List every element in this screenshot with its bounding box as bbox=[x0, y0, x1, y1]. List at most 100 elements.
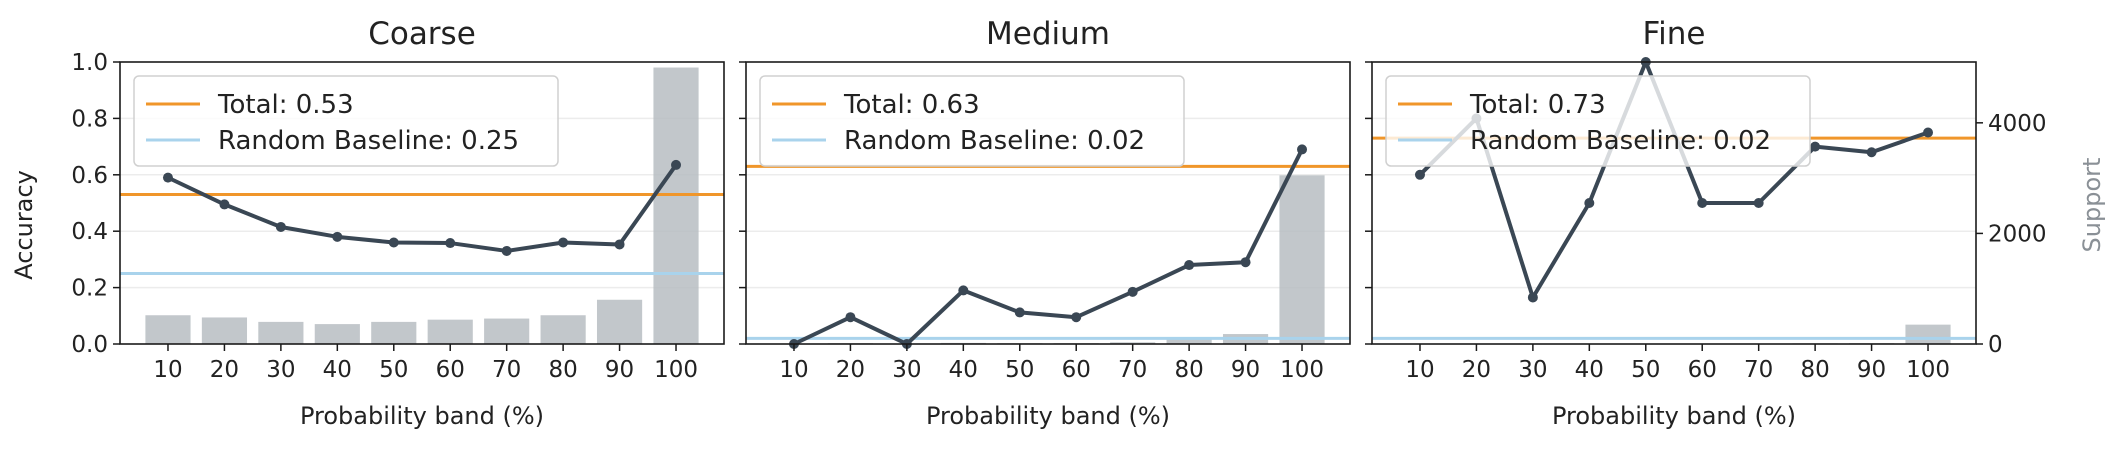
legend-box bbox=[759, 75, 1185, 167]
y-tick-label: 1.0 bbox=[71, 50, 108, 76]
accuracy-point bbox=[1923, 127, 1934, 138]
panel-medium: 10 20 30 40 50 60 70 80 90 100 Medium Probability b… bbox=[739, 16, 1351, 430]
x-tick-label: 20 bbox=[1462, 357, 1491, 383]
x-tick-label: 10 bbox=[153, 357, 182, 383]
accuracy-point bbox=[1014, 307, 1025, 318]
support-bar bbox=[1166, 337, 1212, 344]
x-tick-label: 80 bbox=[548, 357, 577, 383]
panel-title: Fine bbox=[1643, 16, 1706, 52]
x-tick-label: 50 bbox=[1631, 357, 1660, 383]
accuracy-point bbox=[1240, 257, 1251, 268]
x-tick-label: 30 bbox=[892, 357, 921, 383]
accuracy-point bbox=[1866, 147, 1877, 158]
y2-tick-label: 4000 bbox=[1988, 111, 2047, 137]
axes-frame bbox=[745, 61, 1351, 345]
y-tick-label: 0.6 bbox=[71, 163, 108, 189]
x-tick-label: 70 bbox=[1744, 357, 1773, 383]
legend-total-label: Total: 0.53 bbox=[217, 90, 354, 120]
x-tick-label: 60 bbox=[1688, 357, 1717, 383]
accuracy-point bbox=[958, 285, 969, 296]
x-axis-label: Probability band (%) bbox=[1552, 402, 1796, 430]
y2-tick-label: 2000 bbox=[1988, 221, 2047, 247]
legend-baseline-label: Random Baseline: 0.02 bbox=[1470, 126, 1771, 156]
x-tick-label: 100 bbox=[654, 357, 698, 383]
accuracy-point bbox=[1414, 169, 1425, 180]
x-tick-label: 40 bbox=[1575, 357, 1604, 383]
legend-box bbox=[1385, 75, 1811, 167]
accuracy-point bbox=[162, 172, 173, 183]
x-tick-label: 30 bbox=[1518, 357, 1547, 383]
x-axis-label: Probability band (%) bbox=[300, 402, 544, 430]
x-tick-label: 50 bbox=[1005, 357, 1034, 383]
accuracy-line bbox=[793, 148, 1304, 346]
x-axis-label: Probability band (%) bbox=[926, 402, 1170, 430]
legend-box bbox=[133, 75, 559, 167]
panel-title: Coarse bbox=[368, 16, 476, 52]
x-tick-label: 90 bbox=[1857, 357, 1886, 383]
x-tick-label: 70 bbox=[1118, 357, 1147, 383]
x-tick-label: 50 bbox=[379, 357, 408, 383]
support-bar bbox=[1905, 324, 1951, 344]
accuracy-point bbox=[501, 245, 512, 256]
x-tick-label: 20 bbox=[210, 357, 239, 383]
support-bar bbox=[1110, 342, 1156, 344]
y2-axis-label: Support bbox=[2078, 158, 2106, 253]
accuracy-point bbox=[1753, 198, 1764, 208]
x-tick-label: 30 bbox=[266, 357, 295, 383]
y-tick-label: 0.2 bbox=[71, 276, 108, 302]
accuracy-point bbox=[1127, 286, 1138, 297]
y2-tick-label: 0 bbox=[1988, 332, 2003, 358]
y-tick-label: 0.0 bbox=[71, 332, 108, 358]
accuracy-point bbox=[1584, 198, 1595, 208]
x-tick-label: 90 bbox=[605, 357, 634, 383]
x-tick-label: 10 bbox=[1405, 357, 1434, 383]
axes-frame bbox=[1371, 61, 1977, 345]
accuracy-point bbox=[445, 238, 456, 249]
support-bar bbox=[484, 318, 530, 344]
panel-title: Medium bbox=[986, 16, 1110, 52]
accuracy-point bbox=[845, 312, 856, 323]
x-tick-label: 100 bbox=[1906, 357, 1950, 383]
accuracy-point bbox=[1697, 198, 1708, 208]
legend-baseline-label: Random Baseline: 0.02 bbox=[844, 126, 1145, 156]
x-tick-label: 80 bbox=[1174, 357, 1203, 383]
support-bar bbox=[427, 319, 473, 344]
accuracy-point bbox=[388, 237, 399, 248]
support-bar bbox=[1279, 175, 1325, 344]
accuracy-point bbox=[1184, 260, 1195, 271]
y-tick-label: 0.4 bbox=[71, 219, 108, 245]
support-bar bbox=[201, 317, 248, 344]
panel-fine: 10 20 30 40 50 60 70 80 90 100 0 2000 4000 Fine Probab… bbox=[1365, 16, 2047, 430]
x-tick-label: 70 bbox=[492, 357, 521, 383]
x-tick-label: 100 bbox=[1280, 357, 1324, 383]
accuracy-point bbox=[1071, 312, 1082, 323]
x-tick-label: 60 bbox=[436, 357, 465, 383]
accuracy-point bbox=[219, 199, 230, 210]
axes-frame bbox=[119, 61, 725, 345]
accuracy-point bbox=[1527, 292, 1538, 303]
x-tick-label: 40 bbox=[949, 357, 978, 383]
x-tick-label: 10 bbox=[779, 357, 808, 383]
legend-total-label: Total: 0.73 bbox=[1469, 90, 1606, 120]
accuracy-point bbox=[1297, 144, 1308, 155]
panel-coarse: 10 20 30 40 50 60 70 80 90 100 0.0 0.2 0.4 0.6 0.8 1.0 C… bbox=[71, 16, 725, 430]
accuracy-point bbox=[1810, 141, 1821, 152]
x-tick-label: 60 bbox=[1062, 357, 1091, 383]
x-tick-label: 80 bbox=[1800, 357, 1829, 383]
accuracy-point bbox=[332, 231, 343, 242]
x-tick-label: 90 bbox=[1231, 357, 1260, 383]
accuracy-line bbox=[167, 163, 678, 253]
legend-total-label: Total: 0.63 bbox=[843, 90, 980, 120]
x-tick-label: 20 bbox=[836, 357, 865, 383]
support-bar bbox=[314, 324, 360, 344]
accuracy-point bbox=[275, 221, 286, 232]
legend-baseline-label: Random Baseline: 0.25 bbox=[218, 126, 519, 156]
support-bar bbox=[540, 315, 586, 344]
panels: 10 20 30 40 50 60 70 80 90 1000.00.20.40.60.81.0C… bbox=[71, 16, 2046, 430]
x-tick-label: 40 bbox=[323, 357, 352, 383]
accuracy-point bbox=[671, 159, 682, 170]
accuracy-point bbox=[614, 239, 625, 250]
support-bar bbox=[371, 321, 417, 344]
support-bar bbox=[596, 299, 643, 344]
